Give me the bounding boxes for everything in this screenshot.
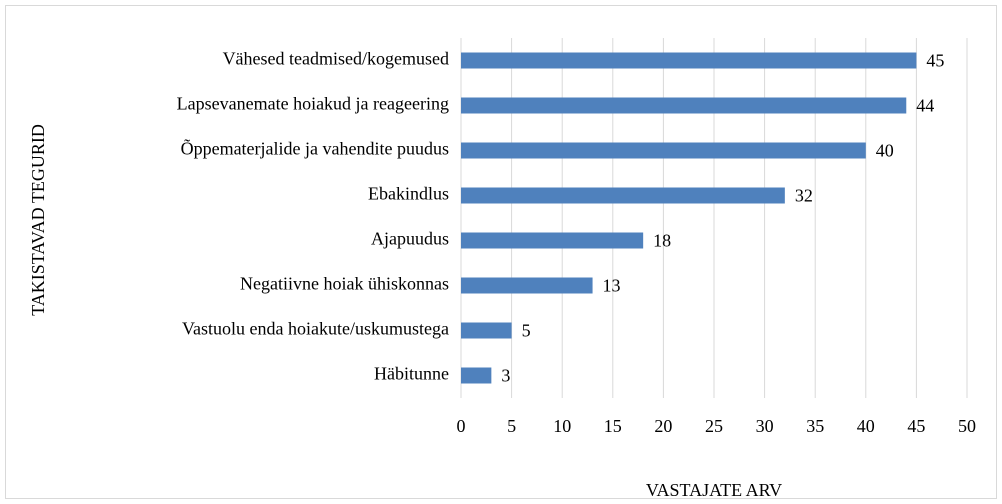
y-tick-label: Ajapuudus	[371, 229, 449, 249]
bar	[461, 322, 512, 339]
x-tick-label: 20	[654, 416, 672, 436]
y-tick-label: Ebakindlus	[368, 184, 449, 204]
bar	[461, 187, 785, 204]
bar	[461, 232, 644, 249]
x-tick-label: 30	[756, 416, 774, 436]
y-tick-label: Vastuolu enda hoiakute/uskumustega	[182, 319, 449, 339]
x-tick-label: 10	[553, 416, 571, 436]
x-tick-label: 0	[457, 416, 466, 436]
x-tick-label: 15	[604, 416, 622, 436]
bar	[461, 142, 866, 159]
data-label: 18	[653, 231, 671, 251]
data-label: 32	[795, 186, 813, 206]
y-tick-label: Õppematerjalide ja vahendite puudus	[181, 138, 449, 159]
x-axis-label: VASTAJATE ARV	[646, 480, 782, 500]
bar	[461, 367, 492, 384]
y-tick-label: Häbitunne	[374, 364, 449, 384]
data-label: 40	[876, 141, 894, 161]
data-label: 45	[926, 51, 944, 71]
data-label: 13	[603, 276, 621, 296]
y-axis-label: TAKISTAVAD TEGURID	[28, 124, 48, 316]
x-tick-label: 45	[907, 416, 925, 436]
x-tick-label: 50	[958, 416, 976, 436]
bar	[461, 277, 593, 294]
bar	[461, 97, 907, 114]
y-tick-label: Vähesed teadmised/kogemused	[223, 49, 449, 69]
x-tick-label: 40	[857, 416, 875, 436]
x-tick-label: 5	[507, 416, 516, 436]
chart-frame	[5, 5, 997, 499]
y-tick-label: Lapsevanemate hoiakud ja reageering	[177, 94, 449, 114]
data-label: 5	[522, 321, 531, 341]
bar	[461, 52, 917, 69]
y-tick-label: Negatiivne hoiak ühiskonnas	[240, 274, 449, 294]
x-tick-label: 25	[705, 416, 723, 436]
data-label: 3	[501, 366, 510, 386]
x-tick-label: 35	[806, 416, 824, 436]
data-label: 44	[916, 96, 934, 116]
